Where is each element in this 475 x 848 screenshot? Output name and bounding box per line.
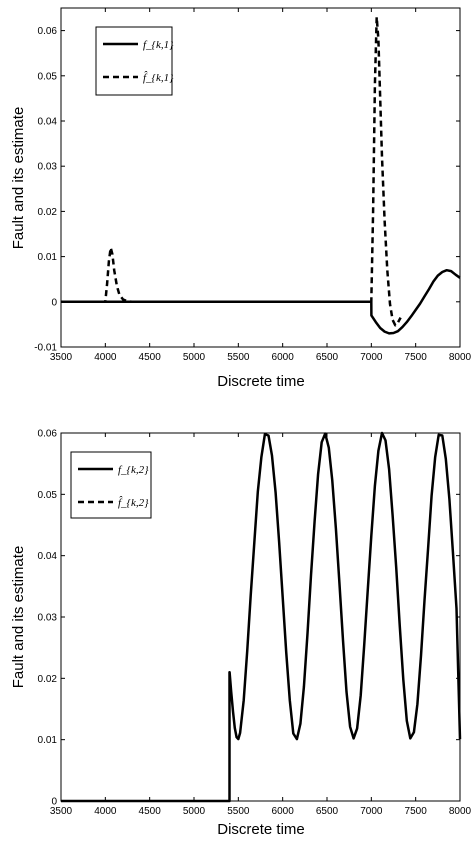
tick-layer: 3500 4000 4500 5000 5500 6000 6500 7000 7500 8000… [34, 8, 472, 363]
x-tick-label: 7500 [405, 352, 428, 363]
x-tick-label: 5500 [227, 806, 250, 817]
y-tick-label: 0.02 [38, 674, 58, 685]
y-axis-label: Fault and its estimate [10, 546, 27, 689]
x-tick-label: 7000 [360, 352, 383, 363]
x-tick-label: 4000 [94, 806, 117, 817]
x-tick-label: 8000 [449, 806, 472, 817]
y-tick-label: 0.05 [38, 490, 58, 501]
y-tick-label: 0 [51, 797, 57, 808]
y-tick-label: 0.03 [38, 162, 58, 173]
legend-entry-fhat-k2: f̂_{k,2} [118, 496, 149, 509]
x-tick-label: 4500 [139, 806, 162, 817]
y-tick-label: -0.01 [34, 343, 57, 354]
legend: f_{k,1} f̂_{k,1} [95, 26, 174, 96]
legend-box [70, 451, 152, 519]
y-tick-label: 0.04 [38, 551, 58, 562]
x-tick-label: 3500 [50, 806, 73, 817]
x-tick-label: 7500 [405, 806, 428, 817]
x-tick-label: 3500 [50, 352, 73, 363]
y-tick-label: 0.05 [38, 71, 58, 82]
y-tick-label: 0.01 [38, 735, 58, 746]
x-tick-label: 5500 [227, 352, 250, 363]
y-tick-label: 0.02 [38, 207, 58, 218]
x-tick-label: 6500 [316, 806, 339, 817]
x-tick-label: 5000 [183, 806, 206, 817]
legend-box [95, 26, 173, 96]
y-axis-label: Fault and its estimate [10, 107, 27, 250]
x-tick-label: 5000 [183, 352, 206, 363]
legend-entry-f-k1: f_{k,1} [143, 39, 174, 51]
series-layer [61, 15, 461, 335]
x-tick-label: 6500 [316, 352, 339, 363]
legend: f_{k,2} f̂_{k,2} [70, 451, 152, 519]
x-tick-label: 4000 [94, 352, 117, 363]
plot-area-frame [60, 7, 461, 348]
x-tick-label: 6000 [272, 806, 295, 817]
series-line-fault [61, 431, 462, 803]
y-tick-label: 0.06 [38, 429, 58, 440]
x-axis-label: Discrete time [217, 821, 305, 838]
x-tick-label: 4500 [139, 352, 162, 363]
y-tick-label: 0 [51, 297, 57, 308]
chart-fault-2: 3500 4000 4500 5000 5500 6000 6500 7000 7500 8000… [10, 429, 472, 839]
x-axis-label: Discrete time [217, 373, 305, 390]
series-line-fault [61, 268, 461, 335]
x-tick-label: 6000 [272, 352, 295, 363]
x-tick-label: 7000 [360, 806, 383, 817]
x-tick-label: 8000 [449, 352, 472, 363]
y-tick-label: 0.06 [38, 26, 58, 37]
chart-fault-1: 3500 4000 4500 5000 5500 6000 6500 7000 7500 8000… [10, 7, 472, 390]
legend-entry-fhat-k1: f̂_{k,1} [143, 71, 174, 84]
series-layer [61, 431, 462, 803]
y-tick-label: 0.01 [38, 252, 58, 263]
y-tick-label: 0.03 [38, 613, 58, 624]
tick-layer: 3500 4000 4500 5000 5500 6000 6500 7000 7500 8000… [38, 429, 472, 818]
y-tick-label: 0.04 [38, 117, 58, 128]
legend-entry-f-k2: f_{k,2} [118, 464, 149, 476]
